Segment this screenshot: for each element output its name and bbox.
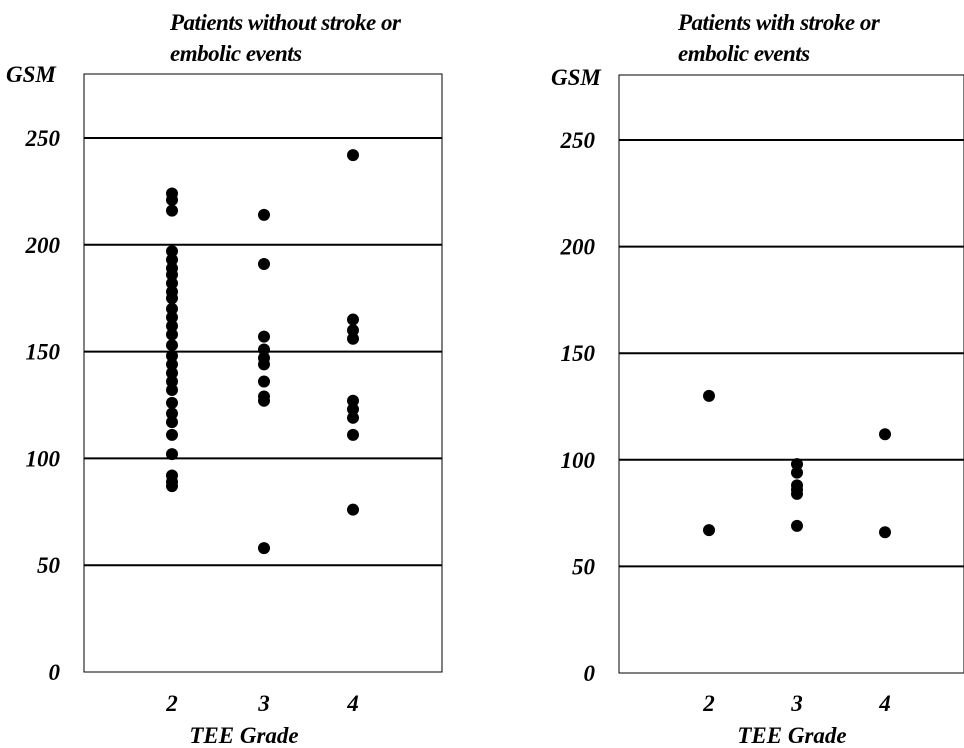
data-point	[166, 428, 178, 441]
data-point	[166, 384, 178, 397]
data-point	[791, 458, 803, 471]
data-point	[791, 466, 803, 479]
data-point	[347, 324, 359, 337]
data-point	[166, 253, 178, 266]
data-point	[166, 245, 178, 258]
data-point	[258, 208, 270, 221]
panel-title-line-2: embolic events	[678, 41, 810, 66]
data-point	[166, 366, 178, 379]
data-point	[347, 394, 359, 407]
gridlines	[619, 139, 964, 568]
data-point	[166, 339, 178, 352]
data-point	[258, 330, 270, 343]
x-tick-label: 3	[257, 691, 270, 716]
data-point	[879, 526, 891, 539]
y-tick-label: 50	[37, 553, 61, 578]
data-point	[258, 258, 270, 271]
panel-title-line-1: Patients without stroke or	[169, 10, 402, 35]
y-tick-label: 250	[560, 128, 596, 153]
x-tick-label: 2	[702, 691, 715, 716]
y-tick-label: 0	[584, 661, 596, 686]
data-point	[166, 349, 178, 362]
data-point	[703, 389, 715, 402]
y-tick-label: 200	[25, 233, 61, 258]
data-point	[166, 204, 178, 217]
data-point	[166, 407, 178, 420]
x-axis-label: TEE Grade	[737, 723, 846, 748]
data-point	[347, 149, 359, 162]
data-point	[258, 394, 270, 407]
data-point	[166, 396, 178, 409]
panel-title-line-1: Patients with stroke or	[677, 10, 881, 35]
data-point	[166, 328, 178, 341]
panel-title-line-2: embolic events	[170, 41, 302, 66]
y-tick-label: 100	[561, 448, 596, 473]
data-point	[347, 313, 359, 326]
data-point	[347, 332, 359, 345]
data-points	[703, 389, 891, 539]
panel-with-stroke: Patients with stroke or embolic events G…	[551, 10, 964, 748]
data-point	[166, 416, 178, 429]
y-tick-label: 0	[49, 660, 61, 685]
data-point	[258, 542, 270, 555]
x-axis-label: TEE Grade	[189, 723, 298, 748]
data-point	[703, 524, 715, 537]
data-point	[258, 343, 270, 356]
x-tick-label: 2	[165, 691, 178, 716]
y-tick-label: 150	[561, 341, 596, 366]
y-tick-labels: 0 50 100 150 200 250	[25, 126, 61, 685]
data-point	[166, 375, 178, 388]
data-point	[166, 480, 178, 493]
data-point	[166, 319, 178, 332]
data-point	[347, 403, 359, 416]
x-tick-label: 4	[346, 691, 359, 716]
data-point	[347, 411, 359, 424]
y-tick-label: 150	[26, 340, 61, 365]
y-axis-label: GSM	[6, 62, 57, 87]
y-tick-label: 50	[572, 554, 596, 579]
x-tick-labels: 2 3 4	[165, 691, 359, 716]
data-point	[347, 428, 359, 441]
data-point	[258, 375, 270, 388]
y-tick-label: 100	[26, 446, 61, 471]
plot-frame	[83, 73, 443, 673]
y-tick-labels: 0 50 100 150 200 250	[560, 128, 596, 686]
data-point	[166, 292, 178, 305]
y-tick-label: 200	[560, 235, 596, 260]
x-tick-labels: 2 3 4	[702, 691, 891, 716]
data-point	[879, 428, 891, 441]
data-point	[166, 448, 178, 461]
panel-without-stroke: Patients without stroke or embolic event…	[6, 10, 443, 748]
data-point	[347, 503, 359, 516]
data-point	[166, 277, 178, 290]
y-axis-label: GSM	[551, 65, 602, 90]
x-tick-label: 4	[878, 691, 891, 716]
data-point	[791, 519, 803, 532]
data-point	[166, 193, 178, 206]
data-point	[166, 358, 178, 371]
x-tick-label: 3	[790, 691, 803, 716]
data-point	[166, 311, 178, 324]
data-point	[166, 302, 178, 315]
y-tick-label: 250	[25, 126, 61, 151]
data-point	[258, 358, 270, 371]
data-points	[166, 149, 359, 555]
data-point	[791, 487, 803, 500]
plot-frame	[618, 74, 964, 674]
data-point	[166, 268, 178, 281]
